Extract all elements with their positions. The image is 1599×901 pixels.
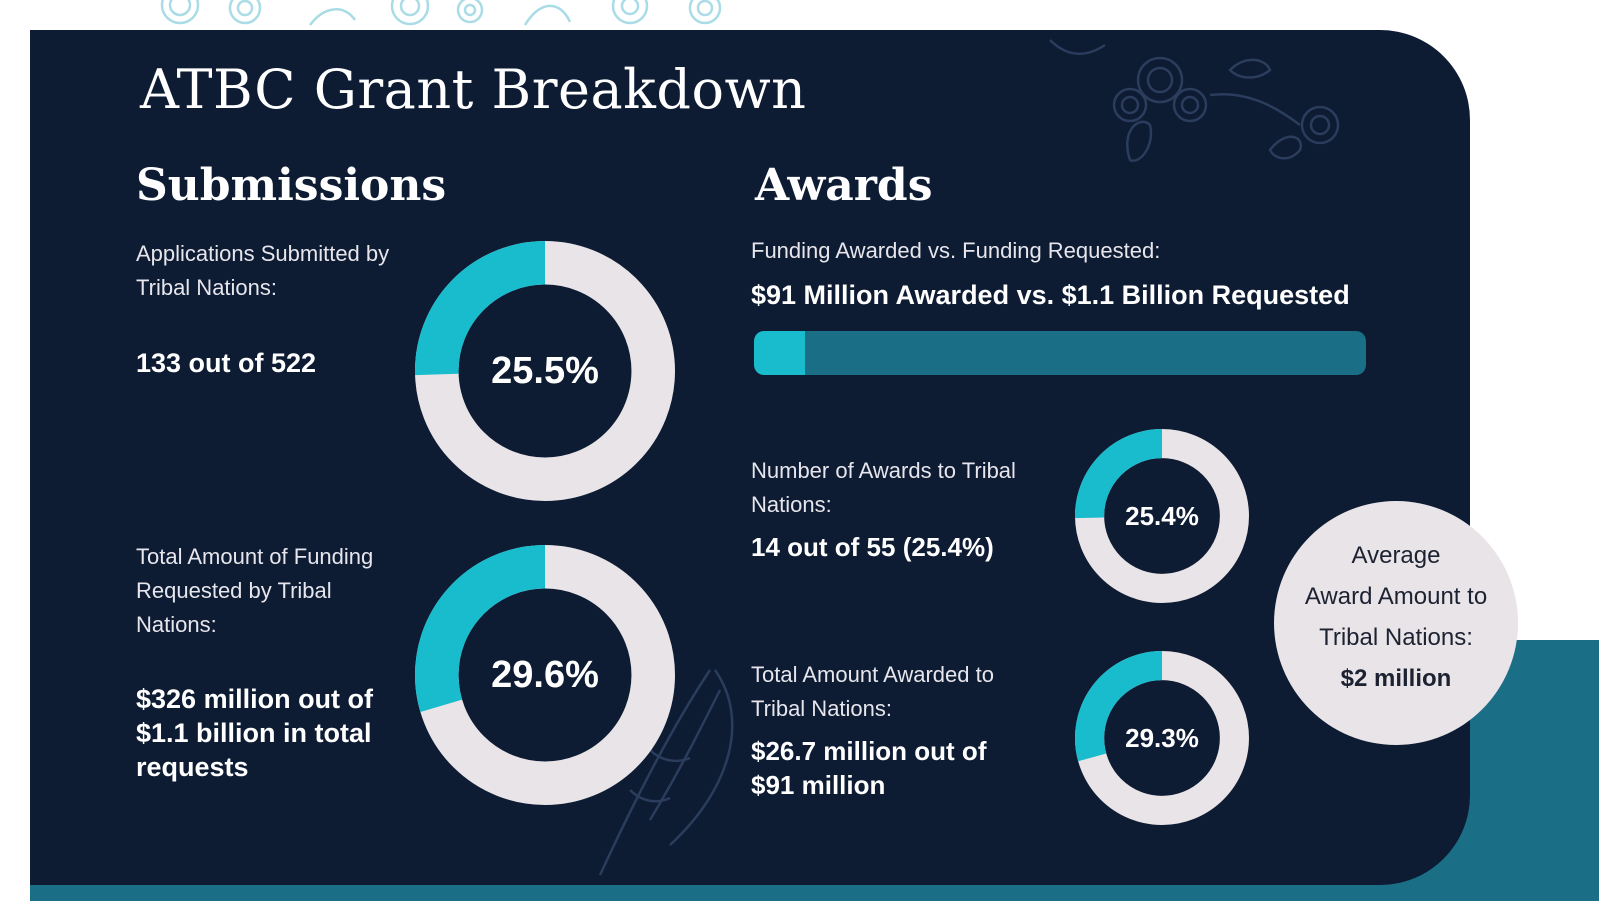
average-line-2: Award Amount to [1304,583,1488,610]
funding-compare-value: $91 Million Awarded vs. $1.1 Billion Req… [751,280,1350,310]
page-title: ATBC Grant Breakdown [140,58,807,121]
average-value: $2 million [1340,665,1452,692]
amount-awarded-donut-chart: 29.3% [1075,651,1249,825]
swirl-pattern-decoration [160,0,722,26]
applications-value: 133 out of 522 [136,348,317,378]
number-awards-value: 14 out of 55 (25.4%) [751,532,994,562]
average-award-badge: Average Award Amount to Tribal Nations: … [1274,501,1518,745]
donut-center-label: 25.4% [1125,501,1199,531]
funding-requested-donut-chart: 29.6% [415,545,675,805]
applications-label: Applications Submitted by Tribal Nations… [136,241,390,300]
funding-requested-label: Total Amount of Funding Requested by Tri… [136,544,374,637]
donut-tribal-slice [1075,651,1163,762]
donut-center-label: 25.5% [491,350,599,392]
amount-awarded-label: Total Amount Awarded to Tribal Nations: [751,662,994,721]
applications-donut-chart: 25.5% [415,241,675,501]
funding-requested-value: $326 million out of $1.1 billion in tota… [136,684,374,782]
left-margin [0,640,30,901]
awards-heading: Awards [755,160,933,211]
donut-tribal-slice [1075,429,1163,519]
funding-compare-label: Funding Awarded vs. Funding Requested: [751,238,1161,263]
submissions-heading: Submissions [136,160,447,211]
donut-center-label: 29.6% [491,654,599,696]
funding-progress-bar [754,331,1366,375]
number-awards-label: Number of Awards to Tribal Nations: [751,458,1016,517]
average-line-3: Tribal Nations: [1319,624,1473,651]
donut-tribal-slice [415,545,546,713]
donut-tribal-slice [415,241,546,376]
amount-awarded-value: $26.7 million out of $91 million [751,736,987,800]
donut-center-label: 29.3% [1125,723,1199,753]
number-awards-donut-chart: 25.4% [1075,429,1249,603]
funding-progress-fill [754,331,805,375]
main-panel: ATBC Grant Breakdown Submissions Awards … [30,30,1470,885]
average-line-1: Average [1351,542,1441,569]
